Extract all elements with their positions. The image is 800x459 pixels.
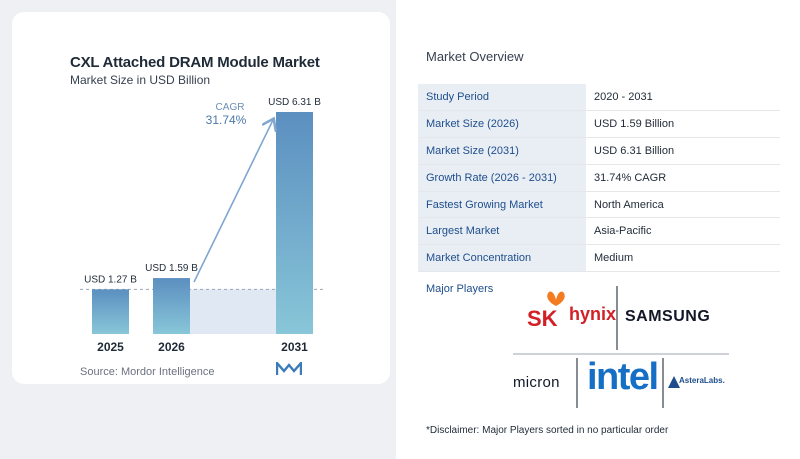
sk-butterfly-icon [547, 291, 565, 306]
overview-key: Market Concentration [418, 244, 586, 273]
overview-value: 2020 - 2031 [586, 84, 780, 112]
source-text: Source: Mordor Intelligence [80, 366, 215, 378]
overview-value: Asia-Pacific [586, 217, 780, 246]
chart-title: CXL Attached DRAM Module Market [70, 54, 320, 71]
data-label-2025: USD 1.27 B [84, 274, 137, 285]
overview-key: Study Period [418, 84, 586, 112]
overview-row: Fastest Growing Market North America [418, 191, 780, 219]
bar-chart: USD 1.27 B 2025 USD 1.59 B 2026 USD 6.31 B 20… [80, 97, 325, 354]
overview-row: Largest Market Asia-Pacific [418, 217, 780, 246]
cagr-label: CAGR [216, 102, 245, 113]
overview-key: Market Size (2031) [418, 137, 586, 165]
overview-value: 31.74% CAGR [586, 164, 780, 192]
bar-2031 [276, 112, 313, 334]
overview-key: Largest Market [418, 217, 586, 246]
overview-key: Market Size (2026) [418, 110, 586, 139]
hynix-logo-text: hynix [569, 304, 617, 324]
major-players-label: Major Players [426, 283, 494, 295]
mordor-logo-icon [276, 362, 302, 375]
growth-band [190, 289, 276, 334]
growth-arrow [193, 120, 273, 283]
overview-title: Market Overview [426, 49, 524, 64]
overview-key: Growth Rate (2026 - 2031) [418, 164, 586, 192]
overview-value: Medium [586, 244, 780, 273]
overview-row: Market Size (2031) USD 6.31 Billion [418, 137, 780, 165]
overview-table: Study Period 2020 - 2031 Market Size (2026… [418, 84, 780, 273]
major-players-logos: SK hynix SAMSUNG micron intel AsteraLabs… [509, 286, 735, 410]
sk-logo-text: SK [527, 306, 558, 331]
disclaimer-text: *Disclaimer: Major Players sorted in no … [426, 425, 669, 436]
micron-logo-text: micron [513, 374, 560, 391]
category-label-2025: 2025 [97, 340, 124, 354]
data-label-2026: USD 1.59 B [145, 263, 198, 274]
cagr-value: 31.74% [206, 113, 247, 127]
astera-logo-icon [668, 376, 680, 388]
overview-row: Market Concentration Medium [418, 244, 780, 273]
overview-value: USD 6.31 Billion [586, 137, 780, 165]
category-label-2031: 2031 [281, 340, 308, 354]
astera-logo-text: AsteraLabs. [679, 376, 725, 385]
bar-2025 [92, 289, 129, 334]
chart-subtitle: Market Size in USD Billion [70, 73, 211, 87]
category-label-2026: 2026 [158, 340, 185, 354]
logo-grid-lines [513, 286, 729, 408]
overview-value: USD 1.59 Billion [586, 110, 780, 139]
overview-row: Growth Rate (2026 - 2031) 31.74% CAGR [418, 164, 780, 192]
overview-row: Market Size (2026) USD 1.59 Billion [418, 110, 780, 139]
samsung-logo-text: SAMSUNG [625, 308, 711, 325]
intel-logo-text: intel [587, 356, 659, 398]
overview-key: Fastest Growing Market [418, 191, 586, 219]
data-label-2031: USD 6.31 B [268, 97, 321, 108]
overview-row: Study Period 2020 - 2031 [418, 84, 780, 112]
overview-value: North America [586, 191, 780, 219]
bar-2026 [153, 278, 190, 334]
